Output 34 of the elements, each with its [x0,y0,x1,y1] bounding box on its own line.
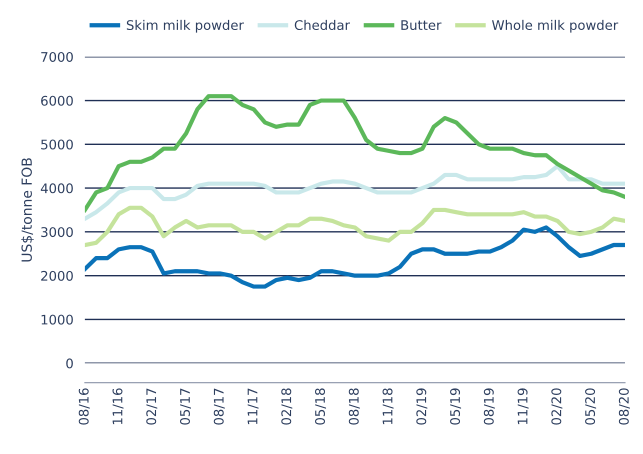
y-tick-label: 3000 [41,227,73,238]
x-tick-label: 08/18 [348,388,360,425]
line-series [84,225,625,289]
x-tick-label: 05/20 [585,388,596,425]
x-tick-label: 08/16 [78,388,90,425]
line-series [84,94,625,212]
legend-label: Whole milk powder [492,20,618,33]
x-tick-label: 05/17 [180,388,192,425]
x-tick-label: 08/20 [618,388,630,425]
y-tick-label: 1000 [42,314,73,325]
y-tick-label: 5000 [41,140,73,150]
x-tick-label: 02/19 [416,388,428,425]
x-tick-label: 08/17 [214,388,225,425]
x-tick-label: 08/19 [484,388,495,425]
line-series [84,206,625,248]
legend-label: Cheddar [294,20,350,30]
x-tick-label: 02/20 [551,388,562,425]
y-tick-label: 2000 [41,270,73,281]
y-axis-title: US$/tonne FOB [21,158,34,262]
x-tick-label: 11/16 [112,388,124,424]
x-tick-label: 11/18 [382,388,394,424]
legend-label: Butter [401,20,442,30]
y-tick-label: 6000 [41,96,73,106]
legend-label: Skim milk powder [126,20,244,33]
x-tick-label: 02/18 [281,388,292,425]
x-tick-label: 02/17 [146,388,158,425]
line-series [84,164,625,221]
x-tick-label: 11/17 [248,388,259,424]
y-tick-label: 4000 [40,183,73,194]
y-tick-label: 0 [66,358,73,368]
x-tick-label: 11/19 [518,388,529,424]
y-tick-label: 7000 [41,52,73,62]
x-tick-label: 05/18 [315,388,326,425]
x-tick-label: 05/19 [450,388,462,425]
